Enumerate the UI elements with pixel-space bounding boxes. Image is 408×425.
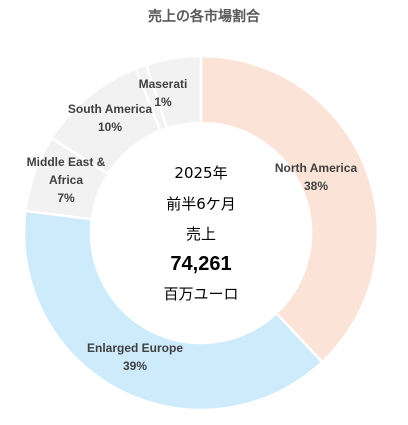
center-year: 2025年 <box>174 164 227 182</box>
donut-slices <box>22 54 380 412</box>
slice-north-america <box>199 54 380 364</box>
center-unit: 百万ユーロ <box>163 285 238 303</box>
slice-label: North America 38% <box>275 161 358 193</box>
center-total-value: 74,261 <box>170 253 231 275</box>
center-caption: 売上 <box>186 225 216 243</box>
slice-label: Enlarged Europe 39% <box>87 341 183 373</box>
chart-title: 売上の各市場割合 <box>148 8 261 25</box>
center-label: 2025年 前半6ケ月 売上 74,261 百万ユーロ <box>163 164 238 303</box>
slice-label: Maserati 1% <box>139 77 188 109</box>
slice-other <box>144 54 203 130</box>
center-period: 前半6ケ月 <box>166 195 236 213</box>
slice-label: Middle East & Africa 7% <box>27 155 106 205</box>
slice-enlarged-europe <box>22 209 324 412</box>
slice-labels: North America 38% Enlarged Europe 39% Middle… <box>27 77 358 373</box>
slice-label: South America 10% <box>68 102 153 134</box>
